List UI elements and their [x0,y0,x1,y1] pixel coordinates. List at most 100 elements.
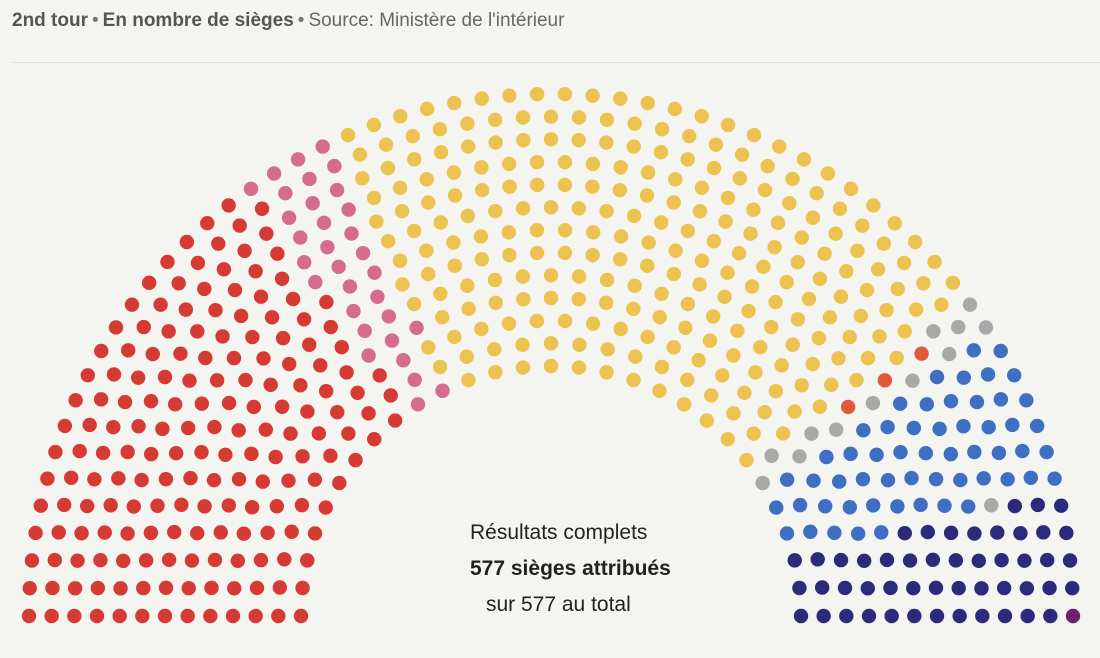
seat-gauche-radicale-105 [194,396,210,411]
seat-droite-11 [980,367,996,382]
seat-gauche-radicale-101 [268,449,283,465]
seat-centre-163 [757,182,773,198]
seat-extr-me-droite-8 [943,525,959,541]
seat-centre-2 [395,277,410,292]
seat-extr-me-droite-45 [952,608,967,624]
seat-centre-31 [447,258,462,273]
seat-droite-45 [803,524,818,539]
seat-centre-86 [557,223,573,238]
seat-centre-103 [613,91,628,106]
seat-droite-26 [792,497,808,513]
seat-centre-154 [718,214,733,229]
seat-gauche-radicale-31 [116,553,131,569]
seat-gauche-radicale-132 [141,275,157,291]
seat-extr-me-droite-49 [1043,608,1058,624]
seat-centre-245 [889,350,904,366]
seat-extr-me-droite-2 [897,526,912,541]
seat-centre-157 [666,340,681,355]
seat-gauche-radicale-38 [230,553,246,568]
seat-gauche-radicale-13 [21,608,37,624]
seat-gauche-radicale-47 [300,553,315,568]
seat-centre-5 [406,296,422,312]
unit-label: En nombre de sièges [102,10,294,31]
seat-centre-11 [352,147,368,162]
seat-centre-186 [790,255,805,270]
seat-gauche-radicale-172 [323,319,338,335]
seat-centre-131 [666,195,681,210]
seat-gauche-radicale-37 [51,525,66,540]
seat-gauche-radicale-71 [95,445,111,461]
seat-centre-171 [680,372,695,388]
seat-gauche-radicale-87 [318,500,333,515]
seat-centre-184 [805,210,821,225]
seat-extr-me-droite-6 [1054,498,1069,513]
seat-gauche-radicale-48 [56,497,72,513]
seat-gauche-24 [344,226,359,241]
seat-gauche-radicale-141 [160,254,175,270]
seat-droite-39 [928,471,944,487]
seat-centre-211 [726,406,741,421]
seat-gauche-radicale-9 [112,608,127,624]
seat-gauche-radicale-110 [182,373,197,388]
seat-centre-49 [460,116,475,131]
seat-droite-10 [880,419,895,435]
seat-centre-228 [794,378,809,393]
seat-gauche-radicale-171 [334,339,349,355]
seat-centre-229 [879,302,894,318]
seat-gauche-radicale-122 [161,324,176,339]
seat-gauche-radicale-130 [226,350,242,366]
seat-centre-187 [726,348,741,363]
seat-droite-3 [892,396,908,411]
seat-centre-234 [787,404,802,419]
seat-gauche-22 [370,289,385,305]
seat-gauche-radicale-159 [302,337,317,352]
seat-centre-8 [392,253,408,268]
seat-gauche-radicale-173 [270,246,285,261]
seat-centre-53 [501,316,517,331]
seat-gauche-radicale-7 [157,608,173,624]
seat-extr-me-droite-14 [1036,525,1051,540]
seat-extr-me-droite-22 [1017,553,1032,568]
seat-centre-46 [473,229,489,244]
seat-gauche-radicale-52 [213,525,228,540]
seat-centre-130 [682,128,697,144]
seat-gauche-radicale-83 [68,393,83,408]
seat-gauche-26 [367,265,382,280]
seat-centre-25 [393,109,408,124]
seat-centre-140 [694,180,710,196]
seat-extr-me-droite-9 [967,526,982,541]
seat-droite-52 [937,498,952,513]
seat-centre-55 [474,91,489,106]
seat-centre-117 [640,165,656,180]
seat-gauche-radicale-80 [168,445,184,461]
seat-centre-43 [460,208,476,224]
seat-centre-12 [394,204,410,219]
seat-gauche-radicale-145 [282,356,297,372]
seat-gauche-radicale-85 [255,474,270,489]
seat-centre-151 [732,171,747,186]
seat-centre-50 [487,272,503,288]
seat-extr-me-droite-3 [787,553,802,568]
seat-centre-193 [704,388,719,403]
seat-centre-148 [746,127,762,143]
seat-centre-213 [774,358,789,373]
seat-centre-232 [916,276,931,291]
seat-gauche-radicale-151 [227,282,243,298]
seat-centre-21 [447,329,462,345]
seat-droite-9 [919,397,935,412]
seat-gauche-radicale-8 [135,608,150,624]
seat-centre-236 [945,275,961,291]
seat-centre-36 [474,321,489,337]
seat-gauche-radicale-99 [167,397,183,412]
seat-gauche-radicale-72 [183,470,198,486]
seat-extr-me-droite-7 [810,552,825,567]
seat-gauche-radicale-146 [233,308,249,324]
seat-divers-1 [926,324,941,339]
seat-gauche-18 [305,195,320,211]
seat-centre-244 [849,372,864,388]
seat-centre-10 [340,127,356,143]
seat-gauche-radicale-113 [221,395,237,411]
seat-centre-158 [678,320,693,335]
seat-centre-142 [666,266,682,282]
seat-centre-155 [654,359,670,375]
